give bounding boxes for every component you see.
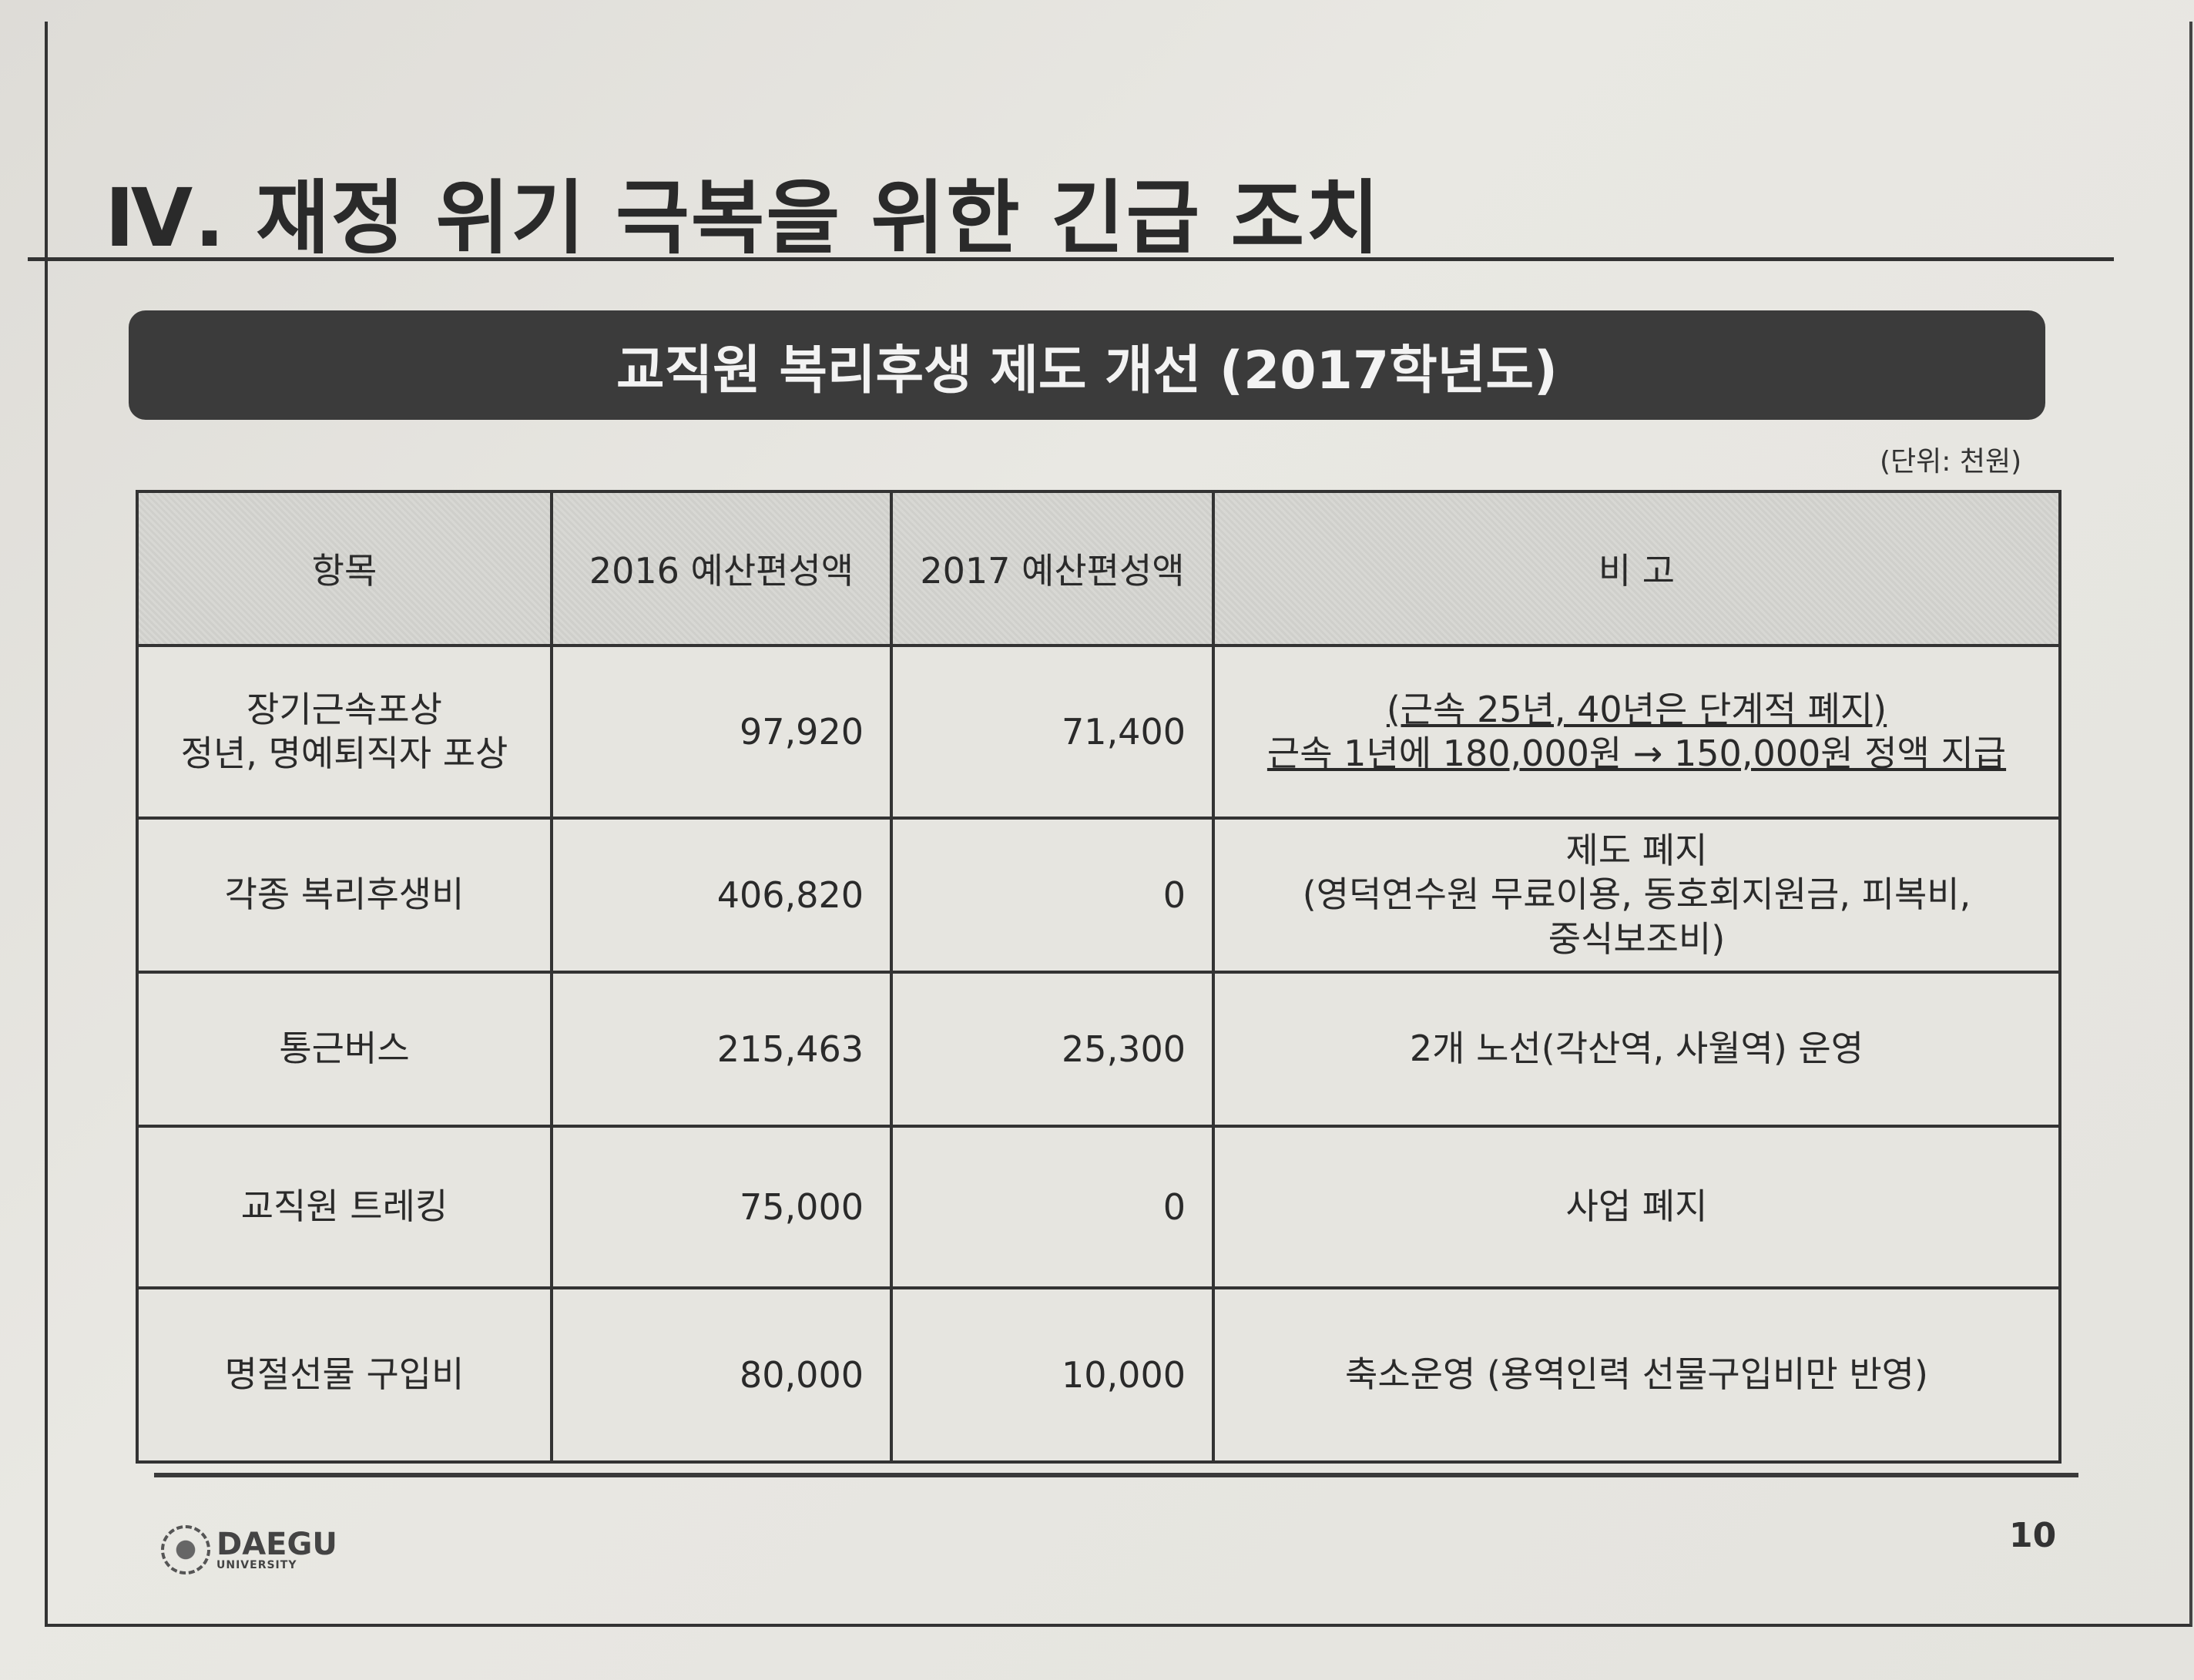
cell-item: 명절선물 구입비 [136, 1286, 553, 1464]
header-note: 비 고 [1212, 490, 2061, 647]
cell-note: 제도 폐지 (영덕연수원 무료이용, 동호회지원금, 피복비, 중식보조비) [1212, 817, 2061, 974]
footer-divider [154, 1473, 2078, 1477]
cell-2016: 406,820 [550, 817, 893, 974]
table-row: 통근버스 215,463 25,300 2개 노선(각산역, 사월역) 운영 [136, 971, 2061, 1128]
page-frame [45, 22, 2192, 1627]
item-line: 교직원 트레킹 [240, 1185, 448, 1228]
item-line: 장기근속포상 [247, 688, 442, 730]
page-number: 10 [2009, 1516, 2057, 1555]
table-header-row: 항목 2016 예산편성액 2017 예산편성액 비 고 [136, 490, 2061, 647]
header-2016: 2016 예산편성액 [550, 490, 893, 647]
title-divider [28, 257, 2114, 261]
item-line: 정년, 명예퇴직자 포상 [180, 733, 508, 774]
item-line: 각종 복리후생비 [224, 874, 465, 916]
note-line: 2개 노선(각산역, 사월역) 운영 [1409, 1028, 1864, 1070]
cell-2016: 97,920 [550, 644, 893, 820]
cell-2016: 215,463 [550, 971, 893, 1128]
cell-item: 장기근속포상 정년, 명예퇴직자 포상 [136, 644, 553, 820]
table-row: 명절선물 구입비 80,000 10,000 축소운영 (용역인력 선물구입비만 반영… [136, 1286, 2061, 1464]
note-line: 축소운영 (용역인력 선물구입비만 반영) [1345, 1353, 1928, 1396]
cell-item: 각종 복리후생비 [136, 817, 553, 974]
welfare-budget-table: 항목 2016 예산편성액 2017 예산편성액 비 고 장기근속포상 정년, 명… [136, 490, 2061, 1464]
note-line: 중식보조비) [1548, 917, 1726, 960]
unit-label: (단위: 천원) [1880, 446, 2022, 478]
cell-2017: 0 [890, 817, 1215, 974]
university-seal-icon [161, 1525, 210, 1574]
header-item: 항목 [136, 490, 553, 647]
table-row: 장기근속포상 정년, 명예퇴직자 포상 97,920 71,400 (근속 25년, 4… [136, 644, 2061, 820]
table-row: 교직원 트레킹 75,000 0 사업 폐지 [136, 1125, 2061, 1289]
cell-note: 축소운영 (용역인력 선물구입비만 반영) [1212, 1286, 2061, 1464]
cell-note: 사업 폐지 [1212, 1125, 2061, 1289]
cell-2016: 75,000 [550, 1125, 893, 1289]
note-line: (근속 25년, 40년은 단계적 폐지) [1386, 688, 1887, 730]
cell-2017: 25,300 [890, 971, 1215, 1128]
item-line: 명절선물 구입비 [224, 1353, 465, 1396]
cell-2016: 80,000 [550, 1286, 893, 1464]
cell-item: 통근버스 [136, 971, 553, 1128]
item-line: 통근버스 [279, 1028, 410, 1070]
logo-sub: UNIVERSITY [216, 1559, 297, 1571]
note-line: 근속 1년에 180,000원 → 150,000원 정액 지급 [1266, 733, 2007, 774]
cell-note: 2개 노선(각산역, 사월역) 운영 [1212, 971, 2061, 1128]
page-title: Ⅳ. 재정 위기 극복을 위한 긴급 조치 [105, 171, 1381, 265]
cell-2017: 10,000 [890, 1286, 1215, 1464]
note-line: (영덕연수원 무료이용, 동호회지원금, 피복비, [1302, 874, 1971, 916]
header-2017: 2017 예산편성액 [890, 490, 1215, 647]
banner-title: 교직원 복리후생 제도 개선 (2017학년도) [616, 340, 1558, 401]
note-line: 제도 폐지 [1565, 829, 1708, 871]
cell-note: (근속 25년, 40년은 단계적 폐지) 근속 1년에 180,000원 → 1… [1212, 644, 2061, 820]
logo-main: DAEGU [216, 1527, 337, 1562]
table-row: 각종 복리후생비 406,820 0 제도 폐지 (영덕연수원 무료이용, 동호회지원금… [136, 817, 2061, 974]
section-banner: 교직원 복리후생 제도 개선 (2017학년도) [129, 310, 2045, 420]
university-logo: DAEGU UNIVERSITY [161, 1525, 337, 1574]
cell-2017: 71,400 [890, 644, 1215, 820]
cell-2017: 0 [890, 1125, 1215, 1289]
note-line: 사업 폐지 [1565, 1185, 1708, 1228]
cell-item: 교직원 트레킹 [136, 1125, 553, 1289]
